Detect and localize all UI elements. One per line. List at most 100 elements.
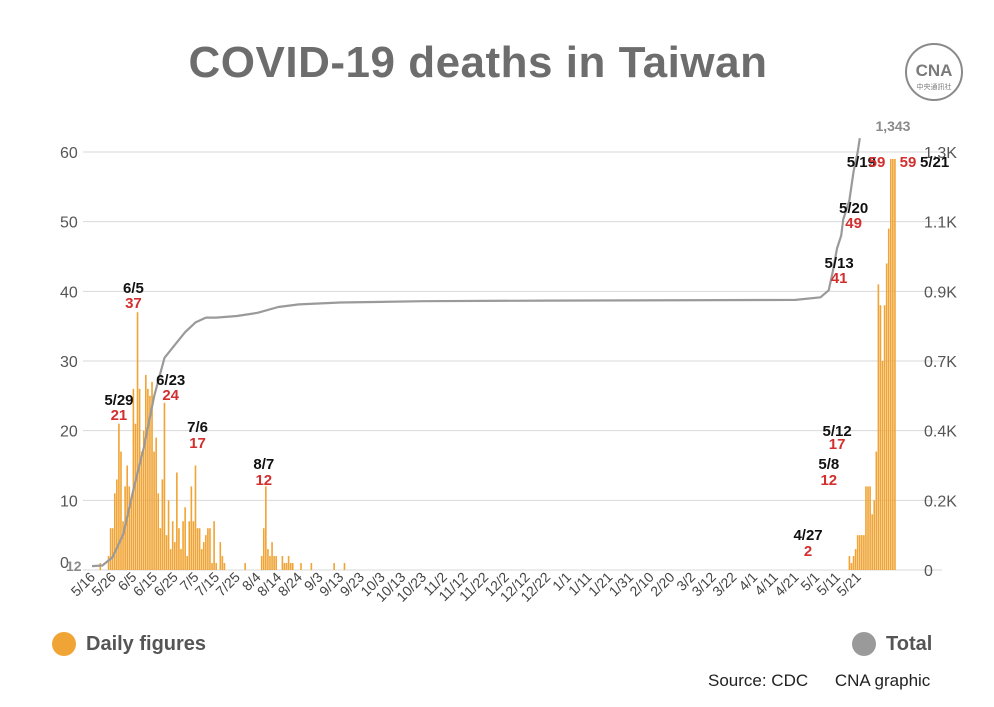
annotation-date: 5/13 [825,255,854,272]
annotation-value: 59 [900,154,917,171]
right-axis-tick-label: 0.9K [924,284,957,301]
left-axis-tick-label: 20 [60,424,78,441]
legend-daily-swatch [52,632,76,656]
daily-bar [287,556,290,570]
annotation-value: 49 [845,215,862,232]
left-axis-tick-label: 60 [60,145,78,162]
legend-total-label: Total [886,632,933,655]
daily-bar [881,361,884,570]
daily-bar [153,451,155,570]
daily-bar [343,563,346,570]
daily-bar [219,542,222,570]
daily-bar [209,528,211,570]
daily-bar [194,465,197,570]
legend-total-swatch [852,632,876,656]
daily-bar [207,528,209,570]
daily-bar [291,563,294,570]
daily-bar [885,263,888,570]
daily-bar [188,521,191,570]
x-axis-tick-label: 5/21 [833,569,864,600]
credit-text: CNA graphic [834,671,931,690]
daily-bar [122,521,124,570]
daily-bar [271,542,273,570]
annotation-date: 6/23 [156,372,185,389]
daily-bar [136,312,139,570]
daily-bar [132,388,135,570]
daily-bar [176,472,178,570]
daily-bar [184,507,186,570]
daily-bar [260,556,263,570]
daily-bar [887,228,890,570]
right-axis-tick-label: 0.2K [924,493,957,510]
daily-bar [167,500,170,570]
x-axis-tick-label: 8/24 [275,569,306,600]
x-axis-tick-label: 3/22 [709,569,740,600]
daily-bar [262,528,265,570]
cna-logo-icon: CNA 中央通訊社 [904,42,964,102]
daily-bar [186,556,189,570]
daily-bar [333,563,335,570]
daily-bar [281,556,284,570]
daily-bar [871,514,873,570]
daily-bar [863,535,865,570]
daily-bar [861,535,863,570]
daily-bar [850,563,853,570]
annotation-date: 7/6 [187,419,208,436]
daily-bar [149,395,151,570]
daily-bar [285,563,288,570]
daily-bar [892,158,894,570]
daily-bar [867,486,869,570]
annotation-date: 8/7 [253,456,274,473]
daily-bar [889,158,892,570]
chart-title: COVID-19 deaths in Taiwan [188,38,768,87]
annotation-value: 37 [125,295,142,312]
daily-bar [211,563,213,570]
daily-bar [107,556,110,570]
annotation-value: 12 [255,472,272,489]
daily-bar [269,556,271,570]
annotation-value: 41 [831,270,848,287]
daily-bar [163,402,166,570]
annotation-value: 12 [820,472,837,489]
daily-bar [138,388,141,570]
daily-bar [113,493,116,570]
daily-bar [848,556,851,570]
annotation-date: 5/12 [822,423,851,440]
right-axis-tick-label: 0.4K [924,424,957,441]
daily-bar [873,500,876,570]
logo-subtext: 中央通訊社 [917,82,952,91]
daily-bar [120,451,122,570]
daily-bar [111,528,114,570]
annotation-date: 5/29 [104,392,133,409]
credits: Source: CDC CNA graphic [708,671,952,691]
right-axis-tick-label: 0 [924,563,933,580]
daily-bar [273,556,275,570]
daily-bar [205,535,207,570]
daily-bar [877,284,880,570]
legend-total: Total [852,632,932,656]
annotation-date: 6/5 [123,280,144,297]
daily-bar [192,521,195,570]
annotation-date: 5/8 [818,456,839,473]
annotation-date: 5/19 [847,154,876,171]
daily-bar [142,430,145,570]
legend-daily: Daily figures [52,632,206,656]
right-axis-tick-label: 1.3K [924,145,957,162]
daily-bar [265,486,267,570]
total-line [91,138,861,568]
daily-bar [169,549,172,570]
annotation-date: 5/21 [920,154,949,171]
daily-bar [171,521,174,570]
x-axis-tick-label: 6/25 [150,569,181,600]
x-axis-tick-label: 7/25 [212,569,243,600]
total-start-label: 12 [66,558,82,574]
x-axis-tick-label: 5/26 [88,569,119,600]
daily-bar [865,486,867,570]
legend-daily-label: Daily figures [86,632,207,655]
daily-bar [213,521,215,570]
right-axis-tick-label: 0.7K [924,354,957,371]
daily-bar [178,528,180,570]
daily-bar [161,479,164,570]
daily-bar [223,563,226,570]
